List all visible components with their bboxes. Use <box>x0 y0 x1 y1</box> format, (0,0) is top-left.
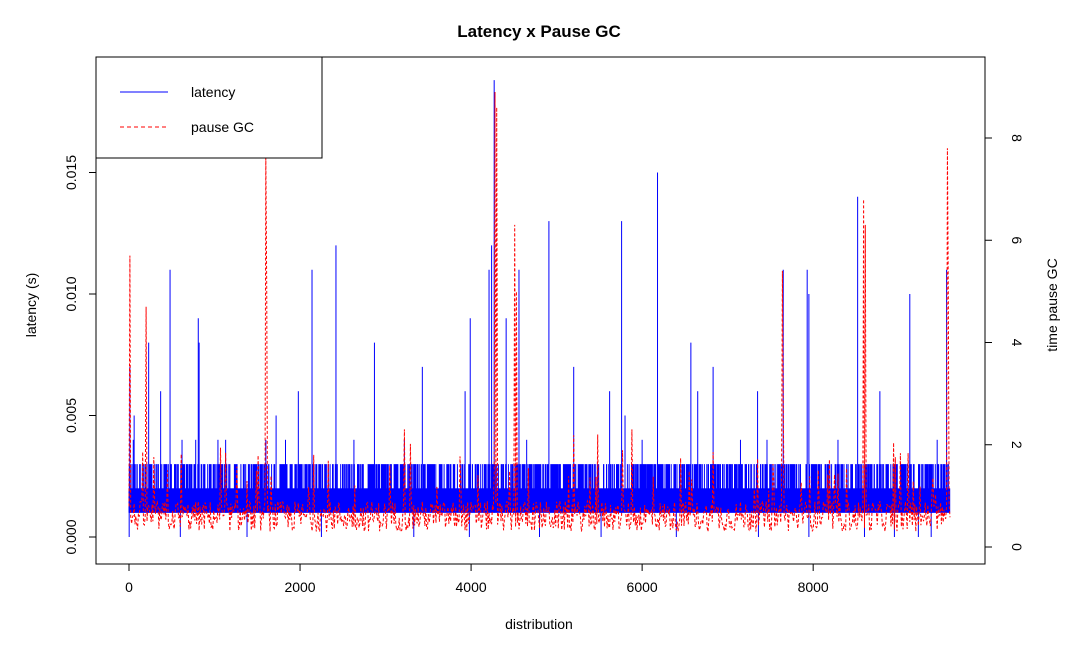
y2-tick-label: 4 <box>1009 339 1025 347</box>
x-axis: 0 2000 4000 6000 8000 <box>125 563 829 595</box>
x-tick-label: 2000 <box>284 579 315 595</box>
y2-tick-label: 6 <box>1009 236 1025 244</box>
y-tick-label: 0.000 <box>63 519 79 554</box>
x-tick-label: 0 <box>125 579 133 595</box>
y2-tick-label: 2 <box>1009 441 1025 449</box>
y2-axis-label: time pause GC <box>1044 258 1060 351</box>
y-tick-label: 0.005 <box>63 398 79 433</box>
x-tick-label: 4000 <box>456 579 487 595</box>
x-axis-label: distribution <box>505 616 573 632</box>
y-axis-left: 0.000 0.005 0.010 0.015 <box>63 155 97 555</box>
y-axis-label: latency (s) <box>23 273 39 338</box>
y2-tick-label: 8 <box>1009 134 1025 142</box>
chart-title: Latency x Pause GC <box>457 22 620 41</box>
legend-box <box>95 56 323 159</box>
legend-latency-label: latency <box>191 84 235 100</box>
legend-pause-gc-label: pause GC <box>191 119 254 135</box>
y-tick-label: 0.010 <box>63 276 79 311</box>
x-tick-label: 8000 <box>798 579 829 595</box>
y-axis-right: 0 2 4 6 8 <box>984 134 1025 551</box>
y2-tick-label: 0 <box>1009 543 1025 551</box>
legend: latency pause GC <box>95 56 323 159</box>
x-tick-label: 6000 <box>627 579 658 595</box>
y-tick-label: 0.015 <box>63 155 79 190</box>
